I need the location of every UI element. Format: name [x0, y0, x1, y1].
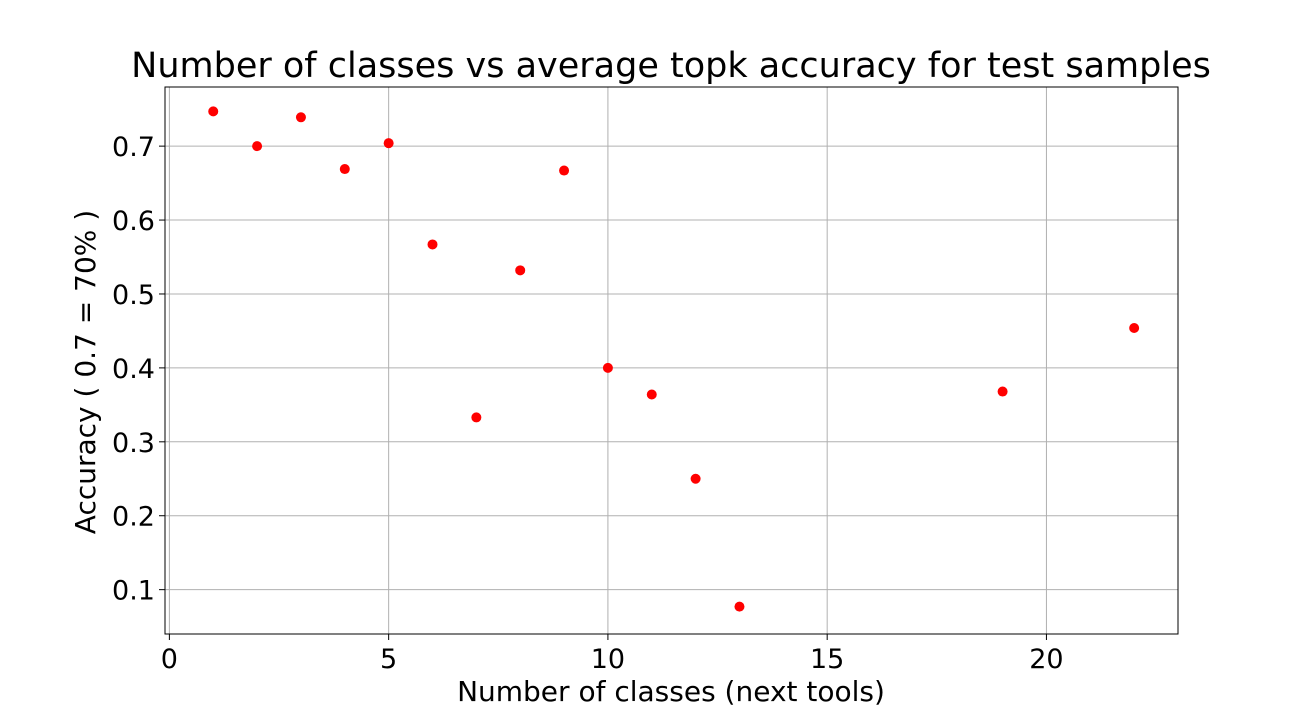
- data-point: [383, 138, 394, 149]
- data-point: [252, 141, 263, 152]
- data-point: [646, 389, 657, 400]
- y-axis-ticks: 0.1 0.2 0.3 0.4 0.5 0.6 0.7: [112, 132, 165, 607]
- grid-lines: [165, 87, 1178, 634]
- y-tick-label: 0.4: [112, 354, 155, 385]
- data-point: [471, 412, 482, 423]
- data-point: [427, 239, 438, 250]
- data-points: [208, 106, 1140, 612]
- data-point: [515, 265, 526, 276]
- x-axis-ticks: 0 5 10 15 20: [161, 634, 1064, 675]
- x-tick-label: 5: [380, 644, 397, 675]
- y-tick-label: 0.6: [112, 206, 155, 237]
- data-point: [339, 164, 350, 175]
- data-point: [559, 165, 570, 176]
- y-tick-label: 0.1: [112, 576, 155, 607]
- data-point: [602, 362, 613, 373]
- data-point: [734, 601, 745, 612]
- x-axis-title: Number of classes (next tools): [457, 675, 885, 708]
- chart-title: Number of classes vs average topk accura…: [131, 46, 1211, 86]
- x-tick-label: 10: [591, 644, 625, 675]
- x-tick-label: 0: [161, 644, 178, 675]
- data-point: [295, 112, 306, 123]
- data-point: [208, 106, 219, 117]
- data-point: [997, 386, 1008, 397]
- y-axis-title: Accuracy ( 0.7 = 70% ): [69, 210, 102, 534]
- x-tick-label: 15: [810, 644, 844, 675]
- y-tick-label: 0.2: [112, 502, 155, 533]
- plot-area-frame: [164, 86, 1179, 635]
- x-tick-label: 20: [1029, 644, 1063, 675]
- y-tick-label: 0.5: [112, 280, 155, 311]
- data-point: [690, 473, 701, 484]
- data-point: [1129, 322, 1140, 333]
- y-tick-label: 0.7: [112, 132, 155, 163]
- y-tick-label: 0.3: [112, 428, 155, 459]
